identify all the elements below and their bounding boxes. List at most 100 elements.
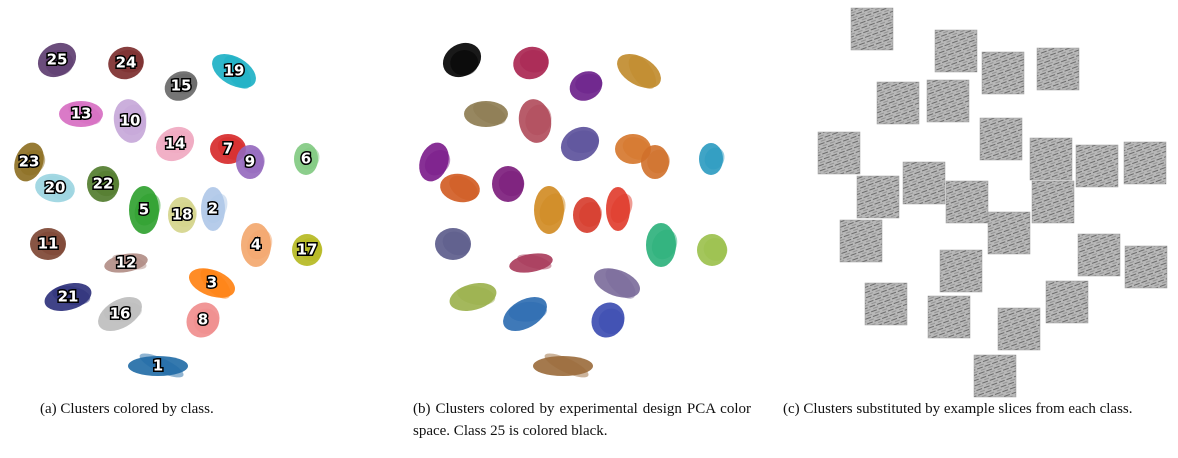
- cluster-halo: [628, 55, 656, 90]
- cluster-halo: [704, 147, 725, 170]
- example-slice: [1045, 280, 1089, 324]
- cluster-halo: [539, 193, 566, 226]
- cluster-label: 21: [58, 288, 79, 306]
- cluster-halo: [93, 170, 120, 197]
- example-slice: [1029, 137, 1073, 181]
- cluster-label: 23: [19, 153, 40, 171]
- cluster-halo: [424, 150, 451, 176]
- example-slice: [1036, 47, 1080, 91]
- panel-b: [419, 42, 728, 378]
- example-slice: [981, 51, 1025, 95]
- cluster-halo: [246, 229, 273, 260]
- example-slice: [902, 161, 946, 205]
- cluster-halo: [68, 102, 101, 125]
- cluster-label: 25: [47, 51, 68, 69]
- cluster-label: 16: [110, 305, 131, 323]
- cluster-halo: [517, 254, 552, 270]
- example-slice: [945, 180, 989, 224]
- cluster-label: 9: [245, 153, 255, 171]
- example-slice: [987, 211, 1031, 255]
- cluster-label: 5: [139, 201, 149, 219]
- cluster-halo: [52, 285, 91, 306]
- cluster-halo: [103, 301, 142, 322]
- cluster-halo: [508, 301, 547, 322]
- cluster-halo: [37, 231, 66, 256]
- panel-c: [817, 7, 1168, 398]
- cluster-label: 24: [116, 54, 137, 72]
- cluster-halo: [45, 50, 74, 76]
- cluster-halo: [112, 254, 147, 270]
- example-slice: [817, 131, 861, 175]
- cluster-label: 11: [38, 235, 59, 253]
- example-slice: [939, 249, 983, 293]
- cluster-halo: [651, 229, 678, 260]
- cluster-halo: [193, 308, 220, 335]
- example-slice: [934, 29, 978, 73]
- caption-b: (b) Clusters colored by experimental des…: [413, 401, 751, 439]
- cluster-label: 13: [71, 105, 92, 123]
- cluster-label: 6: [301, 150, 311, 168]
- cluster-halo: [598, 308, 625, 335]
- example-slice: [1077, 233, 1121, 277]
- cluster-halo: [299, 147, 320, 170]
- example-slice: [856, 175, 900, 219]
- cluster-halo: [120, 104, 147, 136]
- cluster-halo: [498, 170, 525, 197]
- cluster-halo: [647, 149, 670, 174]
- cluster-label: 17: [297, 241, 318, 259]
- cluster-halo: [519, 50, 549, 73]
- cluster-halo: [450, 50, 479, 76]
- cluster-label: 8: [198, 311, 208, 329]
- cluster-label: 20: [45, 179, 66, 197]
- cluster-halo: [544, 353, 589, 378]
- cluster-halo: [161, 130, 194, 153]
- cluster-halo: [170, 73, 198, 94]
- caption-c: (c) Clusters substituted by example slic…: [783, 401, 1133, 417]
- example-slice: [1124, 245, 1168, 289]
- example-slice: [864, 282, 908, 326]
- example-slice: [850, 7, 894, 51]
- cluster-label: 4: [251, 236, 261, 254]
- example-slice: [926, 79, 970, 123]
- example-slice: [979, 117, 1023, 161]
- cluster-halo: [449, 175, 478, 201]
- cluster-label: 18: [172, 206, 193, 224]
- example-slice: [876, 81, 920, 125]
- example-slice: [839, 219, 883, 263]
- cluster-halo: [44, 175, 73, 201]
- cluster-label: 12: [116, 254, 137, 272]
- cluster-label: 19: [224, 62, 245, 80]
- cluster-label: 22: [93, 175, 114, 193]
- cluster-halo: [610, 193, 633, 223]
- cluster-label: 10: [120, 112, 141, 130]
- cluster-halo: [575, 73, 603, 94]
- example-slice: [1075, 144, 1119, 188]
- cluster-halo: [114, 50, 144, 73]
- cluster-halo: [139, 353, 184, 378]
- cluster-halo: [457, 285, 496, 306]
- cluster-label: 14: [165, 135, 186, 153]
- example-slice: [1123, 141, 1167, 185]
- cluster-halo: [174, 202, 198, 227]
- cluster-halo: [134, 193, 161, 226]
- cluster-halo: [525, 104, 552, 136]
- cluster-halo: [242, 149, 265, 174]
- cluster-halo: [566, 130, 599, 153]
- cluster-halo: [19, 150, 46, 176]
- cluster-halo: [442, 231, 471, 256]
- example-slice: [1031, 180, 1075, 224]
- caption-a: (a) Clusters colored by class.: [40, 401, 214, 417]
- cluster-halo: [703, 238, 728, 261]
- example-slice: [927, 295, 971, 339]
- cluster-halo: [579, 202, 603, 227]
- cluster-label: 3: [207, 274, 217, 292]
- cluster-label: 1: [153, 357, 163, 375]
- cluster-halo: [223, 55, 251, 90]
- cluster-halo: [473, 102, 506, 125]
- example-slice: [997, 307, 1041, 351]
- cluster-halo: [200, 268, 231, 299]
- cluster-halo: [605, 268, 636, 299]
- cluster-label: 15: [171, 77, 192, 95]
